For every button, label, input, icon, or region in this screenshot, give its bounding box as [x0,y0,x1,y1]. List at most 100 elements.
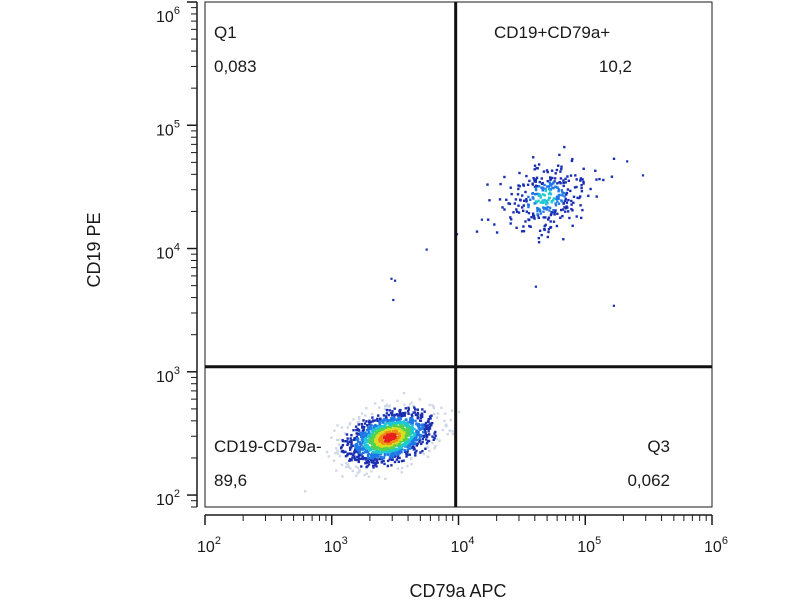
event-dot [365,457,368,460]
event-dot [543,194,546,197]
event-dot [548,206,552,209]
event-dot [384,418,387,421]
event-dot [518,185,521,188]
event-dot [365,429,369,432]
event-dot [547,196,551,200]
event-dot [402,442,405,446]
event-dot [376,417,379,421]
x-axis-title: CD79a APC [409,581,506,600]
event-dot [475,230,479,233]
event-dot [419,451,422,454]
event-dot [402,433,405,437]
event-dot [519,199,522,202]
event-dot [408,453,411,456]
event-dot [549,193,553,196]
event-dot [428,425,431,429]
event-dot [557,196,560,199]
event-dot [369,456,372,459]
event-dot [536,167,539,170]
event-dot [398,414,401,417]
quadrant-name: CD19-CD79a- [214,437,322,456]
x-tick-exponent: 4 [468,535,474,547]
event-dot [554,209,557,212]
event-dot [406,453,409,457]
event-dot [564,207,568,210]
event-dot [527,203,530,207]
event-dot [521,206,524,209]
event-dot [525,174,528,178]
event-dot [552,209,555,212]
event-dot [438,439,441,442]
event-dot [409,439,413,442]
event-dot [571,224,574,227]
event-dot [370,470,373,473]
event-dot [554,204,558,207]
event-dot [579,179,582,182]
event-dot [355,428,358,432]
event-dot [409,436,413,439]
event-dot [386,459,390,463]
event-dot [418,428,421,431]
event-dot [413,406,416,409]
event-dot [386,452,389,455]
event-dot [397,460,400,463]
event-dot [451,430,454,433]
event-dot [428,423,431,426]
event-dot [521,194,524,197]
event-dot [434,430,437,434]
event-dot [531,192,535,195]
event-dot [363,456,366,460]
event-dot [539,194,542,197]
event-dot [426,440,429,443]
event-dot [562,179,565,182]
event-dot [430,424,433,427]
event-dot [487,218,490,221]
plot-frame [204,1,713,508]
event-dot [415,434,418,437]
event-dot [433,447,436,450]
event-dot [411,414,414,418]
event-dot [554,202,557,205]
event-dot [388,450,391,453]
event-dot [537,236,540,240]
event-dot [369,438,372,442]
x-tick-base: 10 [577,539,595,556]
event-dot [377,475,381,479]
event-dot [535,201,539,204]
event-dot [565,205,568,208]
event-dot [569,174,573,177]
event-dot [580,190,584,193]
event-dot [379,433,382,436]
event-dot [527,205,530,209]
event-dot [392,430,395,433]
event-dot [380,427,383,430]
event-dot [548,209,551,212]
event-dot [546,170,549,174]
event-dot [576,196,579,200]
event-dot [400,427,403,431]
event-dot [548,188,551,192]
event-dot [351,453,355,457]
event-dot [410,401,413,404]
event-dot [493,223,496,226]
event-dot [408,440,411,443]
event-dot [377,414,380,417]
event-dot [367,426,371,429]
event-dot [540,182,544,185]
event-dot [366,464,369,468]
event-dot [379,436,382,440]
event-dot [536,185,539,188]
event-dot [378,457,381,461]
event-dot [396,443,399,447]
event-dot [537,241,541,244]
event-dot [560,199,563,202]
event-dot [574,174,577,177]
event-dot [448,429,451,432]
event-dot [403,441,407,444]
event-dot [512,211,515,214]
event-dot [367,453,371,456]
event-dot [385,450,388,453]
event-dot [418,438,422,442]
event-dot [380,460,383,464]
event-dot [550,169,554,172]
